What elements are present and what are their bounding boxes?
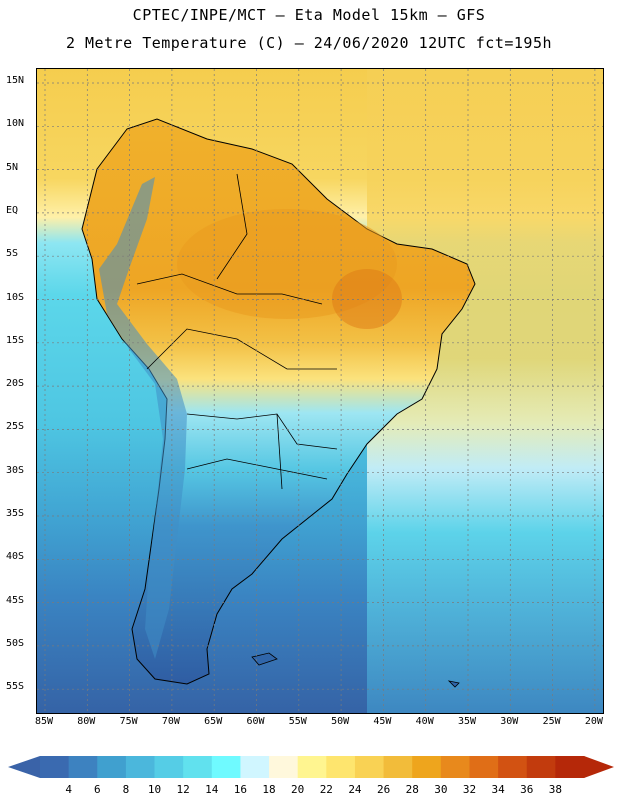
legend-underflow-arrow xyxy=(8,756,40,778)
lon-label: 35W xyxy=(457,716,477,727)
legend-value-label: 20 xyxy=(291,783,305,796)
lon-label: 30W xyxy=(500,716,519,727)
legend-color-swatch xyxy=(183,756,213,778)
lat-label: 5N xyxy=(6,161,19,173)
lon-label: 50W xyxy=(331,716,350,727)
lat-label: 5S xyxy=(6,248,19,260)
legend-color-swatch xyxy=(240,756,270,778)
legend-value-label: 36 xyxy=(520,783,534,796)
legend-color-swatch xyxy=(326,756,356,778)
legend-color-swatch xyxy=(440,756,470,778)
legend-color-swatch xyxy=(469,756,499,778)
legend-color-swatch xyxy=(125,756,156,778)
lat-label: 30S xyxy=(6,464,25,476)
legend-value-label: 14 xyxy=(205,783,219,796)
legend-color-swatch xyxy=(555,756,585,778)
legend-value-label: 32 xyxy=(462,783,477,796)
legend-value-label: 34 xyxy=(491,783,505,796)
lon-label: 40W xyxy=(415,716,434,727)
lat-label: 35S xyxy=(6,508,25,519)
map-title-line-1: CPTEC/INPE/MCT – Eta Model 15km – GFS xyxy=(132,6,486,24)
lon-label: 65W xyxy=(204,716,223,727)
legend-value-label: 24 xyxy=(348,783,362,796)
lat-label: 45S xyxy=(6,594,25,606)
legend-value-label: 28 xyxy=(405,783,419,796)
lat-label: 40S xyxy=(6,551,25,563)
legend-value-label: 16 xyxy=(233,783,248,796)
lon-label: 60W xyxy=(246,716,265,727)
legend-color-swatch xyxy=(383,756,413,778)
lon-label: 70W xyxy=(161,716,180,727)
lat-label: 25S xyxy=(6,421,25,433)
lat-label: 15S xyxy=(6,334,25,346)
lon-label: 20W xyxy=(584,716,603,727)
legend-overflow-arrow xyxy=(584,756,614,778)
legend-value-label: 4 xyxy=(65,783,72,796)
legend-value-label: 10 xyxy=(147,783,162,796)
legend-color-swatch xyxy=(354,756,385,778)
legend-color-swatch xyxy=(297,756,327,778)
lat-label: 20S xyxy=(6,378,25,390)
legend-color-swatch xyxy=(97,756,127,778)
legend-value-label: 30 xyxy=(434,783,448,796)
legend-color-swatch xyxy=(154,756,184,778)
legend-value-label: 6 xyxy=(93,783,101,796)
lat-label: 50S xyxy=(6,637,25,649)
lon-label: 55W xyxy=(288,716,307,727)
legend-color-swatch xyxy=(412,756,442,778)
lat-label: 10N xyxy=(6,118,25,130)
legend-value-label: 12 xyxy=(176,783,190,796)
legend-value-label: 38 xyxy=(548,783,562,796)
legend-value-label: 22 xyxy=(319,783,333,796)
lat-lon-grid xyxy=(37,69,603,713)
legend-color-swatch xyxy=(269,756,299,778)
legend-color-swatch xyxy=(68,756,98,778)
temperature-map[interactable] xyxy=(36,68,604,714)
legend-value-label: 26 xyxy=(376,783,391,796)
legend-color-swatch xyxy=(526,756,556,778)
lat-label: 10S xyxy=(6,291,25,303)
legend-value-label: 8 xyxy=(122,783,130,796)
legend-color-swatch xyxy=(211,756,241,778)
map-title-line-2: 2 Metre Temperature (C) – 24/06/2020 12U… xyxy=(65,34,553,52)
legend-color-swatch xyxy=(40,756,70,778)
lon-label: 25W xyxy=(542,716,561,727)
map-canvas xyxy=(37,69,603,713)
lon-label: 80W xyxy=(77,716,96,727)
lat-label: 15N xyxy=(6,75,25,86)
lon-label: 45W xyxy=(373,716,392,727)
color-scale-legend xyxy=(8,756,614,778)
legend-color-swatch xyxy=(498,756,528,778)
lat-label: 55S xyxy=(6,681,25,693)
legend-value-label: 18 xyxy=(262,783,276,796)
lon-label: 85W xyxy=(34,716,54,727)
lon-label: 75W xyxy=(119,716,138,727)
lat-label: EQ xyxy=(6,204,19,216)
